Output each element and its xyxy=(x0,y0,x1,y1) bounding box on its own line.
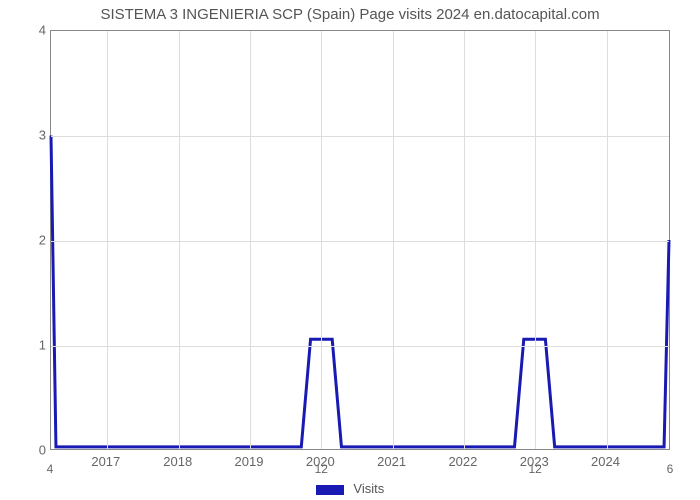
gridline-h xyxy=(51,346,669,347)
y-tick-label: 2 xyxy=(30,233,46,248)
value-label: 12 xyxy=(528,462,541,476)
gridline-v xyxy=(535,31,536,449)
legend: Visits xyxy=(0,481,700,496)
x-tick-label: 2019 xyxy=(235,454,264,469)
value-label: 6 xyxy=(667,462,674,476)
y-tick-label: 3 xyxy=(30,128,46,143)
x-tick-label: 2017 xyxy=(91,454,120,469)
gridline-h xyxy=(51,241,669,242)
plot-area xyxy=(50,30,670,450)
legend-swatch xyxy=(316,485,344,495)
line-series xyxy=(51,31,669,449)
gridline-v xyxy=(321,31,322,449)
value-label: 12 xyxy=(315,462,328,476)
chart-title: SISTEMA 3 INGENIERIA SCP (Spain) Page vi… xyxy=(0,6,700,23)
gridline-v xyxy=(393,31,394,449)
gridline-h xyxy=(51,136,669,137)
x-tick-label: 2022 xyxy=(448,454,477,469)
legend-label: Visits xyxy=(353,481,384,496)
gridline-v xyxy=(250,31,251,449)
gridline-v xyxy=(179,31,180,449)
value-label: 4 xyxy=(47,462,54,476)
x-tick-label: 2021 xyxy=(377,454,406,469)
gridline-v xyxy=(107,31,108,449)
y-tick-label: 4 xyxy=(30,23,46,38)
x-tick-label: 2024 xyxy=(591,454,620,469)
gridline-v xyxy=(464,31,465,449)
y-tick-label: 0 xyxy=(30,443,46,458)
visits-line xyxy=(51,136,669,447)
gridline-v xyxy=(607,31,608,449)
chart-container: SISTEMA 3 INGENIERIA SCP (Spain) Page vi… xyxy=(0,0,700,500)
x-tick-label: 2018 xyxy=(163,454,192,469)
y-tick-label: 1 xyxy=(30,338,46,353)
